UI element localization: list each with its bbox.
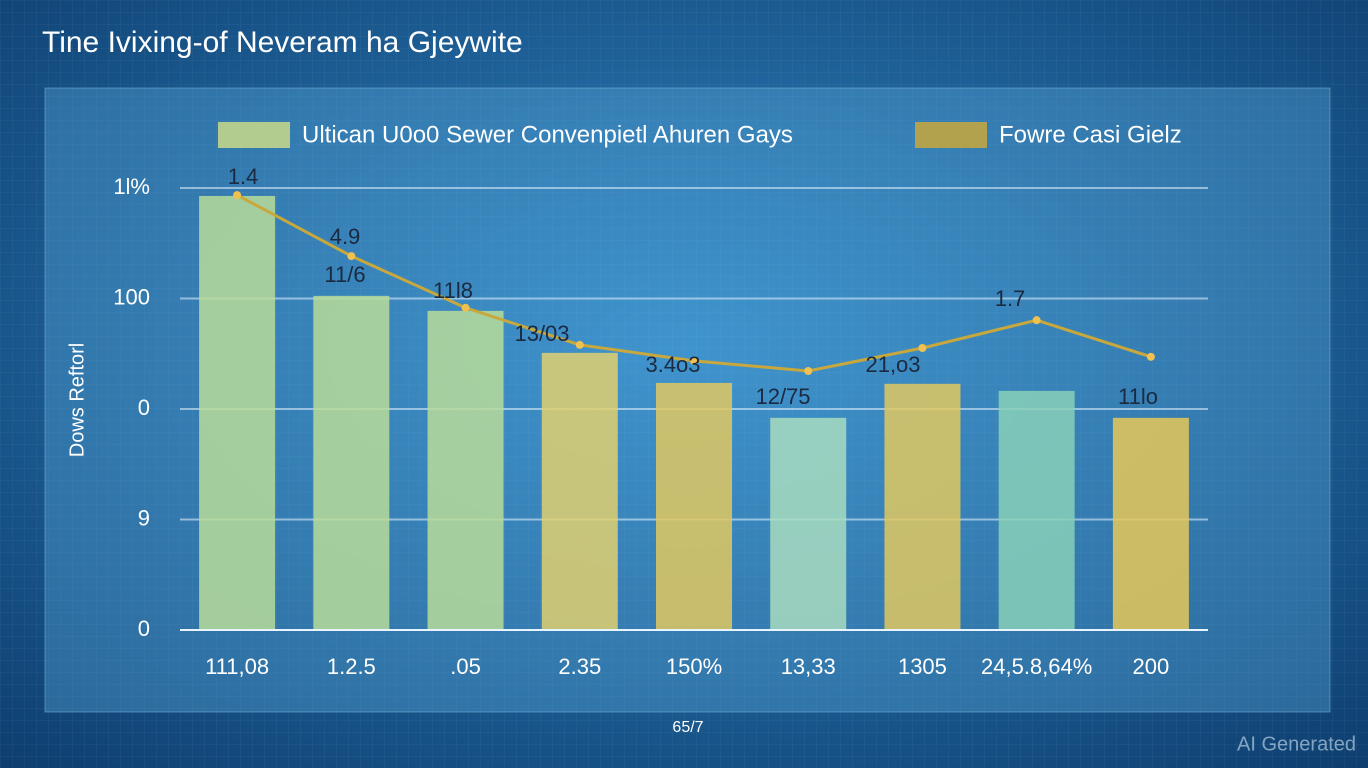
watermark: AI Generated: [1237, 733, 1356, 755]
y-tick-label: 0: [138, 395, 150, 420]
x-tick-label: 1305: [898, 654, 947, 679]
x-tick-label: 24,5.8,64%: [981, 654, 1092, 679]
x-tick-label: 13,33: [781, 654, 836, 679]
bar: [998, 390, 1075, 630]
annotation: 1.7: [995, 286, 1026, 311]
annotation: 12/75: [755, 384, 810, 409]
bar: [770, 417, 847, 630]
legend-label: Ultican U0o0 Sewer Convenpietl Ahuren Ga…: [302, 121, 793, 148]
y-tick-label: 9: [138, 505, 150, 530]
annotation: 11l8: [433, 278, 473, 303]
line-point: [347, 252, 356, 261]
bar: [427, 310, 504, 630]
bar: [199, 195, 276, 630]
line-point: [1146, 352, 1155, 361]
x-tick-label: 150%: [666, 654, 722, 679]
annotation: 21,o3: [865, 352, 920, 377]
y-tick-label: 100: [113, 284, 150, 309]
chart-title: Tine Ivixing-of Neveram ha Gjeywite: [42, 26, 523, 59]
annotation: 3.4o3: [645, 352, 700, 377]
line-point: [804, 366, 813, 375]
bar: [884, 383, 961, 630]
bar: [313, 295, 390, 630]
x-tick-label: .05: [450, 654, 481, 679]
line-point: [233, 191, 242, 200]
line-point: [461, 303, 470, 312]
line-point: [918, 344, 927, 353]
x-tick-label: 111,08: [205, 654, 269, 679]
line-point: [1032, 316, 1041, 325]
y-tick-label: 1l%: [113, 174, 150, 199]
annotation: 11lo: [1118, 384, 1158, 409]
x-tick-label: 2.35: [558, 654, 601, 679]
x-tick-label: 200: [1133, 654, 1170, 679]
line-point: [690, 356, 698, 365]
x-tick-label: 1.2.5: [327, 654, 376, 679]
x-axis-label: 65/7: [672, 719, 703, 736]
legend-swatch: [218, 122, 290, 148]
y-tick-label: 0: [138, 616, 150, 641]
line-point: [575, 340, 584, 349]
y-axis-label: Dows Reftorl: [66, 343, 88, 457]
bar: [541, 352, 618, 630]
annotation: 1.4: [228, 164, 259, 189]
bar: [1112, 417, 1189, 630]
annotation: 13/03: [514, 321, 569, 346]
legend-swatch: [915, 122, 987, 148]
bar: [656, 382, 732, 630]
annotation: 4.9: [330, 224, 361, 249]
annotation: 11/6: [324, 262, 365, 287]
legend-label: Fowre Casi Gielz: [999, 121, 1182, 148]
